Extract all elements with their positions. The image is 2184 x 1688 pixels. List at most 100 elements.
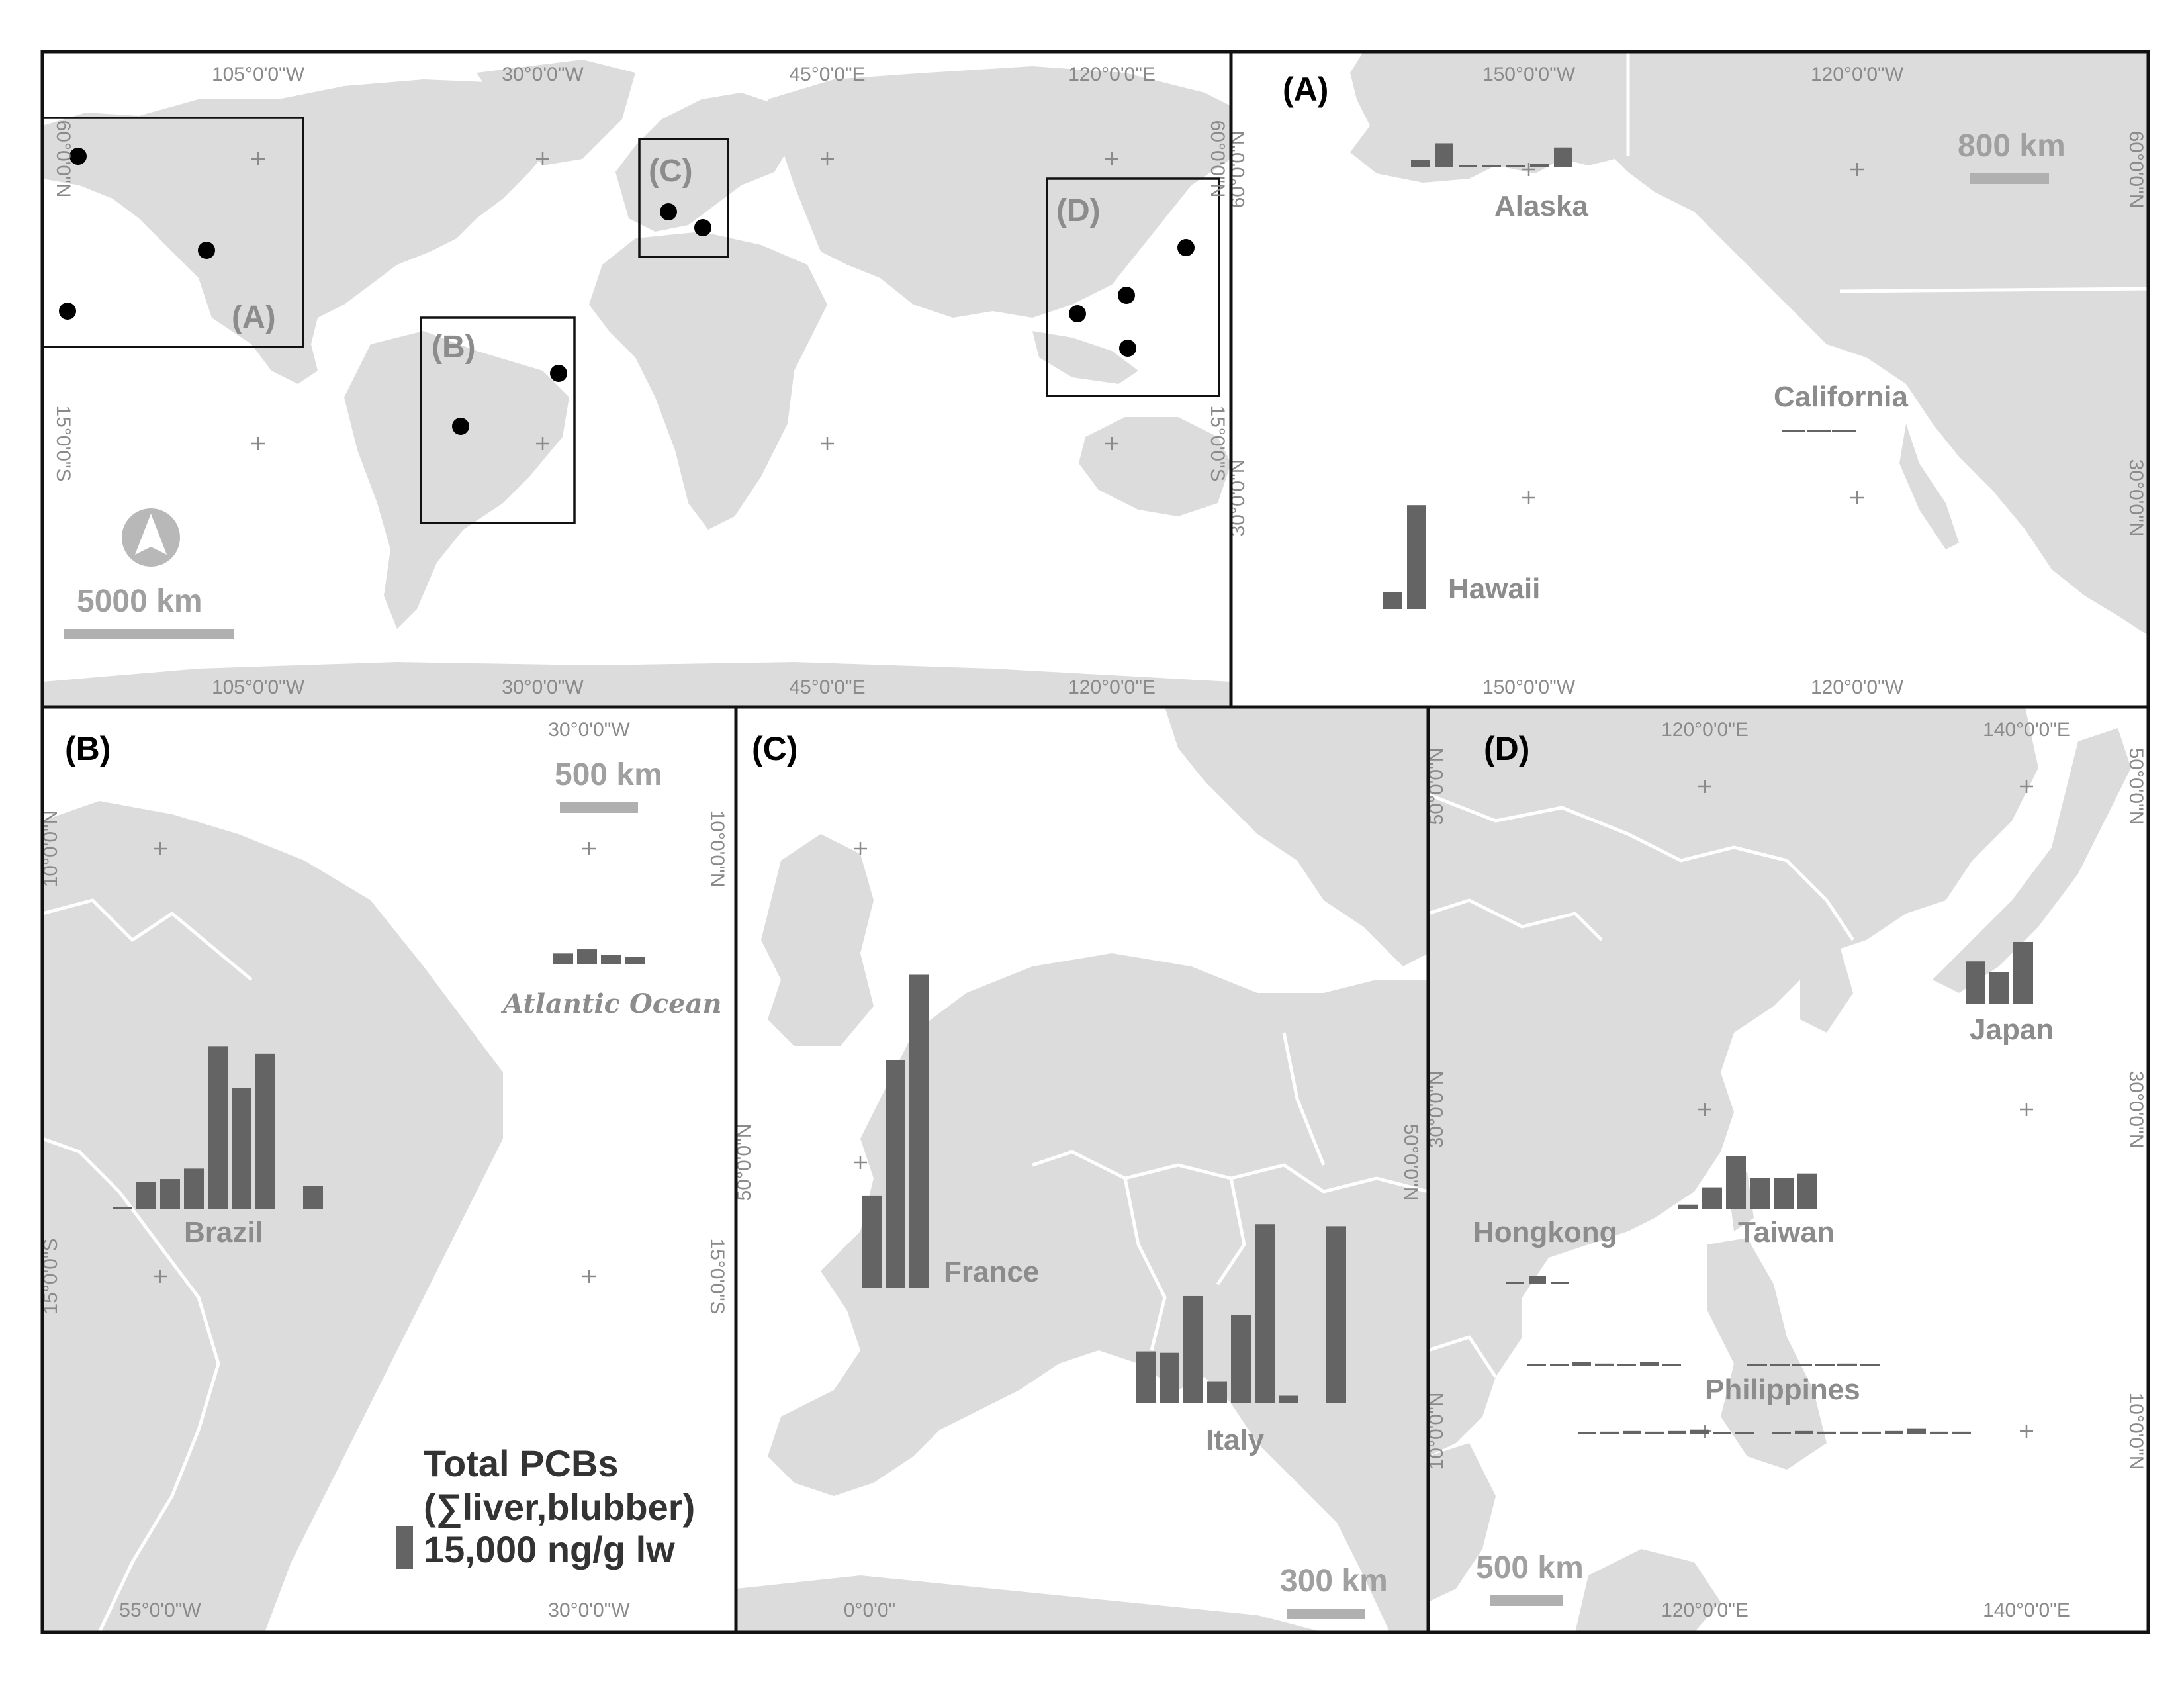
panel-c-lon-bottom-1: 0°0'0" [844,1599,895,1621]
korea-land [1800,947,1853,1033]
pcb-bar [1795,1430,1813,1434]
panel-b-lat-right-2: 15°0'0"S [706,1238,728,1314]
pcb-bar [1231,1315,1251,1403]
world-lat-right-2: 15°0'0"S [1206,405,1228,481]
site-dot [1119,340,1136,357]
inset-box-c [638,138,729,258]
pcb-bar [1572,1362,1591,1366]
pcb-bar [1966,961,1985,1004]
europe-land [615,93,794,232]
pcb-bar [1747,1364,1767,1366]
philippines-land [1707,1238,1827,1470]
legend-bar-swatch [396,1526,413,1569]
border-line [1839,287,2149,293]
region-label-hawaii: Hawaii [1448,573,1540,605]
region-label-california: California [1774,381,1908,413]
world-graticule [251,152,1118,450]
pcb-bar [1482,165,1501,167]
pcb-bar [909,974,929,1288]
pcb-bar [1207,1381,1227,1403]
legend-subtitle: (∑liver,blubber) [424,1486,695,1528]
pcb-bar [625,957,645,964]
pcb-legend: Total PCBs (∑liver,blubber) 15,000 ng/g … [396,1442,695,1570]
pcb-bar [1623,1430,1641,1434]
pcb-bar [1595,1363,1614,1366]
pcb-bar [1662,1364,1681,1366]
panel-c-scale-bar [1287,1609,1365,1619]
world-scale-label: 5000 km [77,584,203,619]
pcb-bar [1407,505,1426,609]
world-lon-bottom-4: 120°0'0"E [1068,677,1156,698]
world-lon-top-2: 30°0'0"W [502,64,584,85]
pcb-bar [255,1053,275,1209]
pcb-bar [1527,1364,1546,1366]
pcb-bar [1183,1295,1203,1403]
panel-a-lat-right-2: 30°0'0"N [2125,459,2147,537]
panel-b-lon-bottom-1: 55°0'0"W [119,1599,201,1621]
pcb-bar [601,955,621,964]
inset-label-a: (A) [232,300,276,335]
pcb-bar [1529,1276,1546,1284]
panel-a-lon-top-2: 120°0'0"W [1811,64,1904,85]
panel-a-lon-bottom-2: 120°0'0"W [1811,677,1904,698]
region-label-brazil: Brazil [184,1216,263,1248]
greenland-land [477,60,635,165]
site-dot [1069,305,1086,322]
antarctica-land [42,662,1231,707]
pcb-bar [1713,1432,1731,1434]
panel-b-scale-label: 500 km [555,757,662,792]
pcb-bar [1815,1364,1835,1366]
pcb-bar [1774,1178,1794,1209]
panel-c-lat-right-1: 50°0'0"N [1400,1124,1422,1201]
panel-b-lat-right-1: 10°0'0"N [706,810,728,888]
pcb-bar-charts [113,143,2033,1434]
pcb-bar [1840,1431,1858,1434]
pcb-bar [1885,1430,1903,1434]
panel-d-scale-label: 500 km [1476,1550,1584,1585]
pcb-bar [1678,1204,1698,1209]
world-lat-left-1: 60°0'0"N [52,120,74,198]
region-label-japan: Japan [1970,1013,2054,1046]
border-line [1123,1178,1167,1351]
south-america-land [344,331,569,629]
pcb-bar [1750,1178,1770,1209]
world-lat-left-2: 15°0'0"S [52,405,74,481]
pcb-bar [1952,1431,1971,1434]
pcb-bar [577,949,597,964]
pcb-bar [1807,430,1831,432]
inset-box-b [420,316,576,524]
site-dot [1118,287,1135,304]
site-dot [59,303,76,320]
pcb-bar [1832,430,1856,432]
north-arrow-icon [122,508,180,567]
legend-value: 15,000 ng/g lw [424,1528,675,1570]
region-label-philippines: Philippines [1705,1374,1860,1406]
pcb-bar [1837,1363,1857,1366]
panel-a-lon-top-1: 150°0'0"W [1482,64,1576,85]
panel-d-lon-bottom-1: 120°0'0"E [1661,1599,1749,1621]
region-label-atlantic: Atlantic Ocean [500,988,722,1019]
indochina-land [1428,1443,1496,1602]
panel-a-lat-right-1: 60°0'0"N [2125,131,2147,209]
pcb-bar [1411,160,1430,167]
border-line [1428,792,1855,941]
borneo-land [1575,1549,1721,1632]
pcb-bar [1459,165,1477,167]
border-line [1216,1178,1246,1286]
pcb-bar [862,1195,882,1288]
pcb-bar [553,953,573,964]
panel-b-lon-top-1: 30°0'0"W [548,719,630,741]
border-line [1428,898,1603,941]
border-line [42,1137,220,1634]
panel-c-graticule [854,842,867,1169]
pcb-bar [1690,1429,1709,1434]
world-lon-bottom-1: 105°0'0"W [212,677,305,698]
pcb-bar [1578,1432,1596,1434]
canada-us-land [1615,52,2148,635]
panel-c: (C) France Italy 300 km 0°0'0" 50°0'0"N … [733,705,1430,1634]
pcb-bar [1255,1224,1275,1403]
world-lon-top-3: 45°0'0"E [789,64,865,85]
panel-d-lat-right-2: 30°0'0"N [2125,1071,2147,1149]
pcb-bar [113,1207,132,1209]
pcb-bar [886,1060,905,1288]
